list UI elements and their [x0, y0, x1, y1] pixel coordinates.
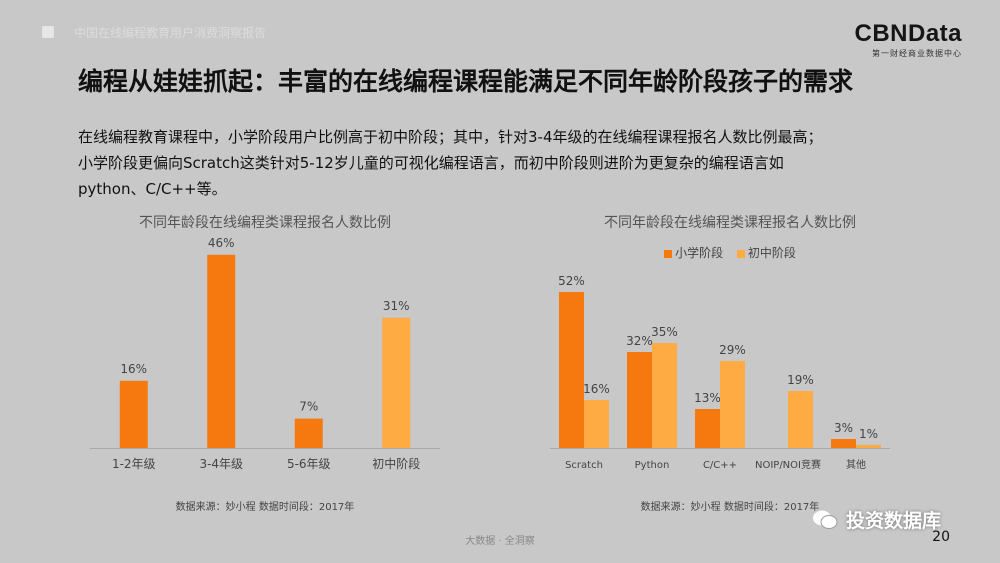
data-label: 35%: [651, 325, 678, 339]
data-label: 16%: [120, 362, 147, 376]
summary-text: 在线编程教育课程中，小学阶段用户比例高于初中阶段；其中，针对3-4年级的在线编程…: [78, 124, 958, 202]
tick-label: 3-4年级: [199, 457, 243, 471]
legend-label: 初中阶段: [747, 246, 796, 260]
page-number: 20: [932, 529, 950, 545]
bar: [559, 292, 584, 448]
breadcrumb: 中国在线编程教育用户消费洞察报告: [74, 26, 267, 40]
bar: [856, 445, 881, 448]
data-label: 29%: [719, 343, 746, 357]
tick-label: 初中阶段: [372, 456, 420, 471]
data-label: 19%: [787, 373, 814, 387]
bar: [652, 343, 677, 448]
bar: [294, 418, 323, 448]
data-label: 16%: [583, 382, 610, 396]
data-label: 13%: [694, 391, 721, 405]
data-label: 32%: [626, 334, 653, 348]
square-icon: [42, 26, 54, 38]
top-bar: 中国在线编程教育用户消费洞察报告: [0, 0, 1000, 62]
brand-logo: CBNData 第一财经商业数据中心: [854, 20, 962, 59]
bar: [584, 400, 609, 448]
tick-label: 5-6年级: [287, 457, 331, 471]
chart-title: 不同年龄段在线编程类课程报名人数比例: [604, 215, 856, 231]
legend-swatch: [664, 249, 673, 258]
tick-label: Python: [635, 460, 670, 471]
chart-source: 数据来源：妙小程 数据时间段：2017年: [175, 502, 355, 513]
bar: [627, 352, 652, 448]
bar: [119, 380, 148, 448]
tick-label: 1-2年级: [112, 457, 156, 471]
age-bar-chart: 不同年龄段在线编程类课程报名人数比例 16% 1-2年级 46% 3-4年级 7% 5-6…: [70, 212, 460, 522]
bar: [695, 409, 720, 448]
data-label: 1%: [859, 427, 878, 441]
footer-text: 大数据 · 全洞察: [465, 536, 535, 547]
bar: [207, 254, 236, 448]
tick-label: C/C++: [703, 460, 737, 471]
legend-swatch: [736, 249, 745, 258]
bar: [382, 317, 411, 448]
data-label: 3%: [834, 421, 853, 435]
legend-label: 小学阶段: [675, 246, 724, 260]
tick-label: 其他: [846, 458, 866, 471]
chart-title: 不同年龄段在线编程类课程报名人数比例: [139, 215, 391, 231]
chat-icon: [813, 510, 838, 529]
legend-item: 小学阶段: [664, 244, 723, 261]
brand-subtitle: 第一财经商业数据中心: [872, 49, 962, 58]
tick-label: Scratch: [565, 460, 603, 471]
tick-label: NOIP/NOI竞赛: [755, 458, 821, 471]
chart-plot: 52% 16% Scratch 32%35% Python 13% 29% C/C++ 19% N…: [550, 274, 890, 471]
data-label: 31%: [383, 299, 410, 313]
bar: [831, 439, 856, 448]
data-label: 52%: [558, 274, 585, 288]
bar: [788, 391, 813, 448]
data-label: 46%: [208, 236, 235, 250]
language-bar-chart: 不同年龄段在线编程类课程报名人数比例 小学阶段 初中阶段 52% 16% Scrat…: [530, 212, 930, 522]
legend-item: 初中阶段: [736, 244, 796, 261]
page-title: 编程从娃娃抓起：丰富的在线编程课程能满足不同年龄阶段孩子的需求: [78, 67, 854, 96]
summary-line: python、C/C++等。: [78, 180, 227, 198]
watermark: 投资数据库: [812, 506, 941, 533]
bar: [720, 361, 745, 448]
brand-name: CBNData: [854, 20, 962, 47]
chart-legend: 小学阶段 初中阶段: [530, 244, 930, 261]
watermark-text: 投资数据库: [846, 510, 942, 532]
data-label: 7%: [299, 400, 318, 414]
chart-source: 数据来源：妙小程 数据时间段：2017年: [640, 502, 820, 513]
summary-line: 在线编程教育课程中，小学阶段用户比例高于初中阶段；其中，针对3-4年级的在线编程…: [78, 128, 823, 146]
chart-plot: 16% 1-2年级 46% 3-4年级 7% 5-6年级 31% 初中阶段: [90, 236, 440, 471]
summary-line: 小学阶段更偏向Scratch这类针对5-12岁儿童的可视化编程语言，而初中阶段则…: [78, 154, 784, 172]
